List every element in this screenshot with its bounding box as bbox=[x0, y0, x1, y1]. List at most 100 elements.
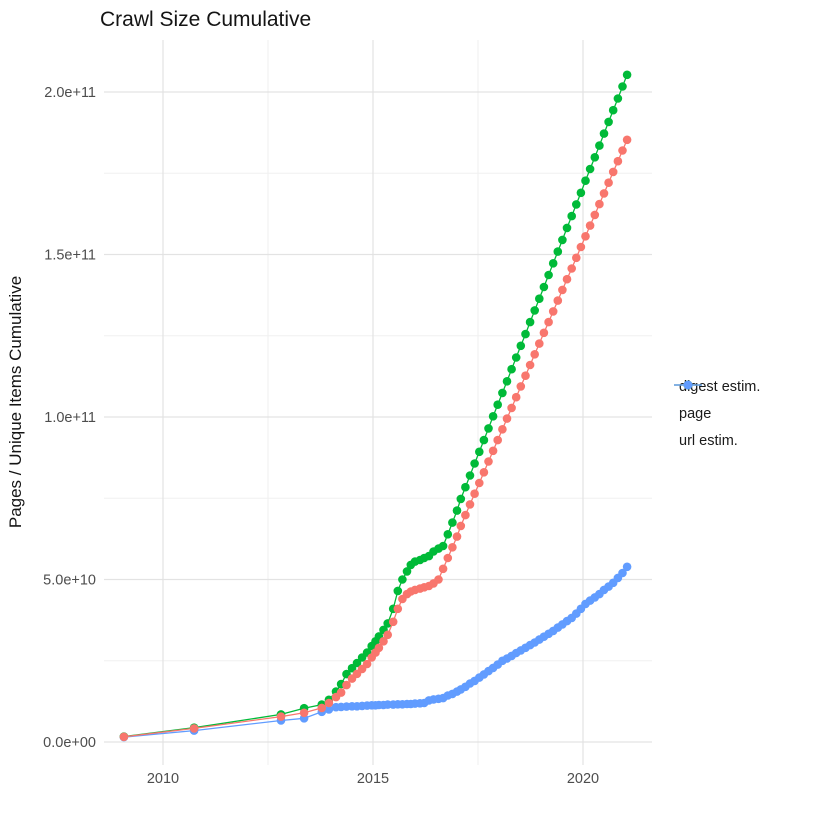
data-point bbox=[336, 688, 346, 697]
data-point bbox=[599, 129, 609, 138]
data-point bbox=[461, 510, 470, 520]
data-point bbox=[388, 617, 398, 627]
data-point bbox=[438, 564, 448, 574]
data-point bbox=[438, 541, 448, 551]
data-point bbox=[374, 643, 384, 653]
data-point bbox=[443, 530, 453, 539]
data-point bbox=[511, 392, 521, 402]
data-point bbox=[539, 282, 549, 292]
data-point bbox=[622, 135, 632, 145]
data-point bbox=[590, 210, 600, 220]
data-point bbox=[465, 500, 475, 509]
data-point bbox=[516, 341, 526, 351]
data-point bbox=[393, 604, 403, 614]
data-point bbox=[393, 586, 403, 596]
data-point bbox=[398, 575, 407, 584]
data-point bbox=[516, 382, 526, 391]
legend-label: url estim. bbox=[679, 433, 738, 449]
data-point bbox=[383, 630, 393, 640]
data-point bbox=[379, 637, 388, 646]
data-point bbox=[479, 468, 489, 477]
y-tick-label: 2.0e+11 bbox=[44, 85, 96, 101]
data-point bbox=[475, 478, 484, 488]
x-tick-label: 2020 bbox=[567, 771, 599, 787]
data-point bbox=[567, 264, 576, 273]
data-series-layer bbox=[119, 70, 632, 742]
data-point bbox=[511, 353, 521, 362]
data-point bbox=[521, 371, 530, 381]
data-point bbox=[443, 553, 453, 563]
data-point bbox=[595, 141, 604, 150]
data-point bbox=[585, 221, 595, 230]
axis-tick-labels: 2010 2015 2020 0.0e+00 5.0e+10 1.0e+11 1.5e+11… bbox=[43, 85, 599, 787]
data-point bbox=[613, 94, 623, 103]
data-point bbox=[539, 328, 549, 338]
data-point bbox=[452, 532, 462, 541]
data-point bbox=[530, 350, 539, 359]
data-point bbox=[618, 568, 627, 578]
data-point bbox=[548, 307, 558, 316]
data-point bbox=[622, 70, 632, 80]
data-point bbox=[434, 575, 443, 584]
data-point bbox=[618, 82, 627, 91]
data-point bbox=[553, 296, 563, 305]
data-point bbox=[608, 105, 618, 115]
data-point bbox=[402, 567, 412, 576]
legend-item-url-estim-: url estim. bbox=[672, 380, 760, 452]
data-point bbox=[448, 543, 457, 552]
legend-key-dot bbox=[683, 380, 693, 390]
data-point bbox=[576, 242, 586, 252]
data-point bbox=[581, 232, 590, 241]
x-tick-label: 2015 bbox=[357, 771, 389, 787]
minor-gridlines bbox=[104, 40, 652, 765]
data-point bbox=[352, 658, 362, 668]
data-point bbox=[608, 167, 618, 177]
data-point bbox=[548, 259, 558, 268]
data-point bbox=[456, 521, 466, 531]
data-point bbox=[521, 329, 530, 339]
data-point bbox=[581, 176, 590, 185]
legend-key-icon bbox=[674, 380, 702, 390]
data-point bbox=[461, 482, 470, 492]
data-point bbox=[576, 188, 586, 198]
data-point bbox=[299, 708, 309, 718]
data-point bbox=[585, 164, 595, 174]
data-point bbox=[525, 317, 535, 327]
data-point bbox=[276, 712, 286, 721]
data-point bbox=[507, 364, 516, 374]
x-tick-label: 2010 bbox=[147, 771, 179, 787]
data-point bbox=[604, 178, 613, 187]
data-point bbox=[189, 724, 199, 733]
data-point bbox=[475, 447, 484, 457]
data-point bbox=[590, 153, 600, 162]
data-point bbox=[595, 199, 604, 209]
data-point bbox=[493, 435, 503, 445]
data-point bbox=[530, 306, 539, 315]
data-point bbox=[572, 253, 581, 263]
data-point bbox=[452, 506, 462, 515]
y-tick-label: 0.0e+00 bbox=[43, 735, 96, 751]
data-point bbox=[544, 270, 553, 280]
data-point bbox=[535, 294, 544, 304]
legend-item-page: page bbox=[672, 380, 760, 425]
data-point bbox=[470, 489, 479, 499]
data-point bbox=[470, 459, 479, 468]
data-point bbox=[317, 703, 327, 713]
data-point bbox=[562, 274, 572, 284]
data-point bbox=[493, 400, 503, 410]
legend-label: digest estim. bbox=[679, 379, 761, 395]
data-point bbox=[535, 339, 544, 348]
y-tick-label: 5.0e+10 bbox=[43, 573, 96, 589]
data-point bbox=[558, 235, 567, 245]
data-point bbox=[484, 457, 493, 466]
data-point bbox=[448, 518, 457, 527]
data-point bbox=[484, 424, 493, 433]
data-point bbox=[544, 317, 553, 327]
data-point bbox=[465, 471, 475, 480]
major-gridlines bbox=[104, 40, 652, 765]
y-axis-title: Pages / Unique Items Cumulative bbox=[6, 276, 25, 528]
chart-title: Crawl Size Cumulative bbox=[100, 8, 311, 31]
data-point bbox=[562, 223, 572, 233]
